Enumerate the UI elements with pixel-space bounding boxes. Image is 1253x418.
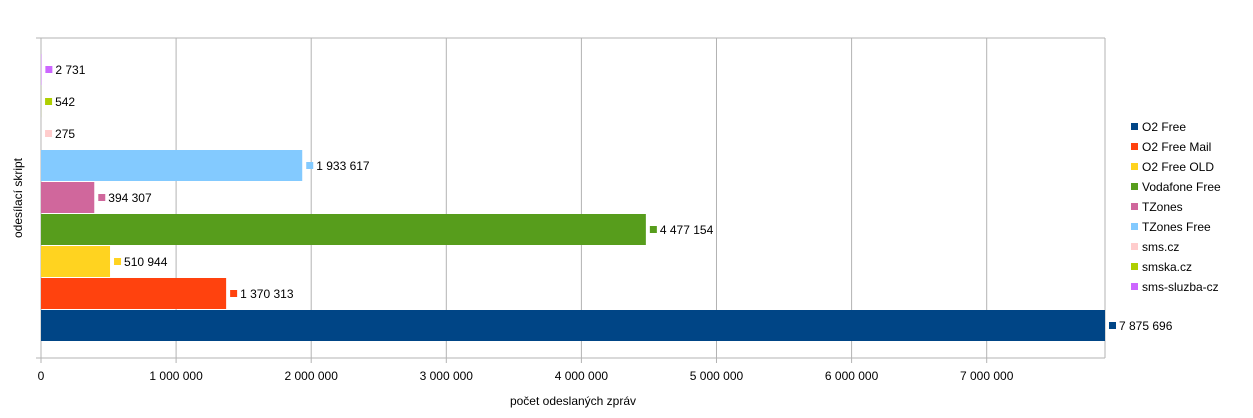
bar [41, 278, 226, 309]
data-label-key [306, 162, 313, 169]
bar [41, 150, 302, 181]
legend-entry: sms-sluzba-cz [1142, 280, 1219, 294]
data-label-key [45, 98, 52, 105]
legend: O2 Free O2 Free Mail O2 Free OLD Vodafone F… [1131, 120, 1221, 294]
legend-entry: TZones [1142, 200, 1183, 214]
data-label-key [650, 226, 657, 233]
bar [41, 214, 646, 245]
x-tick-label: 4 000 000 [555, 369, 609, 383]
data-label-key [230, 290, 237, 297]
data-label-key [1109, 322, 1116, 329]
legend-swatch [1131, 183, 1138, 190]
legend-swatch [1131, 263, 1138, 270]
legend-entry: O2 Free OLD [1142, 160, 1214, 174]
bar [41, 182, 94, 213]
data-label: 4 477 154 [660, 223, 714, 237]
legend-swatch [1131, 143, 1138, 150]
bar [41, 246, 110, 277]
legend-swatch [1131, 123, 1138, 130]
legend-entry: O2 Free [1142, 120, 1186, 134]
x-tick-label: 6 000 000 [825, 369, 879, 383]
legend-swatch [1131, 203, 1138, 210]
x-tick-label: 3 000 000 [420, 369, 474, 383]
legend-entry: sms.cz [1142, 240, 1179, 254]
data-label: 275 [55, 127, 75, 141]
x-axis-label: počet odeslaných zpráv [510, 394, 636, 408]
x-axis-ticks: 0 1 000 000 2 000 000 3 000 000 4 000 000 5 0… [38, 369, 1014, 383]
data-label: 542 [55, 95, 75, 109]
bars: 7 875 696 1 370 313 510 944 4 477 154 394 30… [41, 54, 1173, 341]
legend-swatch [1131, 163, 1138, 170]
data-label-key [45, 66, 52, 73]
data-label: 1 370 313 [240, 287, 294, 301]
legend-swatch [1131, 243, 1138, 250]
data-label: 7 875 696 [1119, 319, 1173, 333]
data-label: 1 933 617 [316, 159, 370, 173]
data-label: 394 307 [108, 191, 152, 205]
data-label-key [114, 258, 121, 265]
data-label: 510 944 [124, 255, 168, 269]
x-tick-label: 2 000 000 [285, 369, 339, 383]
data-label: 2 731 [55, 63, 85, 77]
data-label-key [45, 130, 52, 137]
bar [41, 310, 1105, 341]
x-tick-label: 7 000 000 [960, 369, 1014, 383]
data-label-key [98, 194, 105, 201]
legend-entry: O2 Free Mail [1142, 140, 1211, 154]
legend-swatch [1131, 283, 1138, 290]
y-axis-label: odesílací skript [11, 157, 25, 238]
x-tick-label: 5 000 000 [690, 369, 744, 383]
legend-entry: TZones Free [1142, 220, 1211, 234]
x-tick-label: 0 [38, 369, 45, 383]
legend-entry: smska.cz [1142, 260, 1192, 274]
x-tick-label: 1 000 000 [149, 369, 203, 383]
legend-entry: Vodafone Free [1142, 180, 1221, 194]
legend-swatch [1131, 223, 1138, 230]
